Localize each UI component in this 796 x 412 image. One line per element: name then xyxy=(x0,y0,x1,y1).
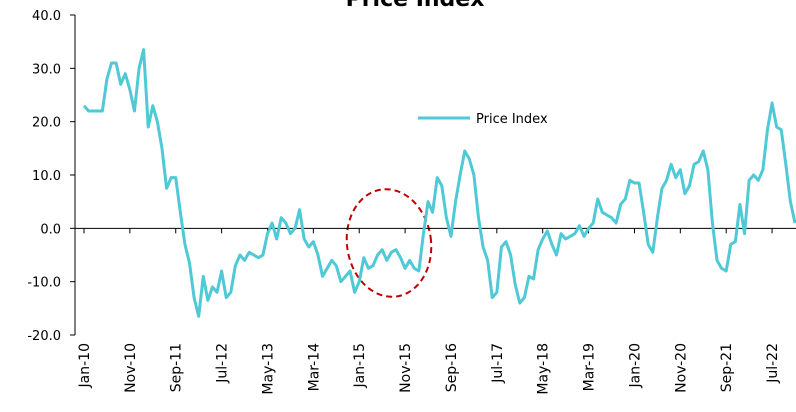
y-tick-label: 30.0 xyxy=(32,62,61,77)
x-tick-label: Jan-15 xyxy=(352,343,368,388)
x-tick-label: Jan-20 xyxy=(627,343,643,388)
x-tick-label: Nov-20 xyxy=(673,343,689,393)
y-tick-label: -10.0 xyxy=(27,276,61,291)
x-tick-label: Nov-15 xyxy=(398,343,414,393)
y-tick-label: 40.0 xyxy=(32,9,61,24)
x-tick-label: Nov-10 xyxy=(123,343,139,393)
x-tick-label: Mar-19 xyxy=(582,343,598,391)
x-tick-label: Jan-10 xyxy=(77,343,93,388)
x-tick-label: Jul-22 xyxy=(765,343,781,384)
x-tick-label: Sep-21 xyxy=(719,343,735,392)
y-tick-label: 20.0 xyxy=(32,116,61,131)
y-tick-label: 10.0 xyxy=(32,169,61,184)
y-tick-label: 0.0 xyxy=(40,222,61,237)
price-line xyxy=(82,48,796,318)
x-tick-label: May-13 xyxy=(260,343,276,395)
x-tick-label: Jul-12 xyxy=(215,343,231,384)
x-tick-label: May-18 xyxy=(536,343,552,395)
x-tick-label: Jul-17 xyxy=(490,343,506,384)
x-tick-label: Sep-16 xyxy=(444,343,460,392)
annotation-ellipse xyxy=(345,188,433,298)
x-tick-label: Sep-11 xyxy=(169,343,185,392)
chart-title: Price Index xyxy=(346,0,485,12)
legend-label: Price Index xyxy=(476,112,548,127)
y-tick-label: -20.0 xyxy=(27,329,61,344)
x-tick-label: Mar-14 xyxy=(306,343,322,391)
